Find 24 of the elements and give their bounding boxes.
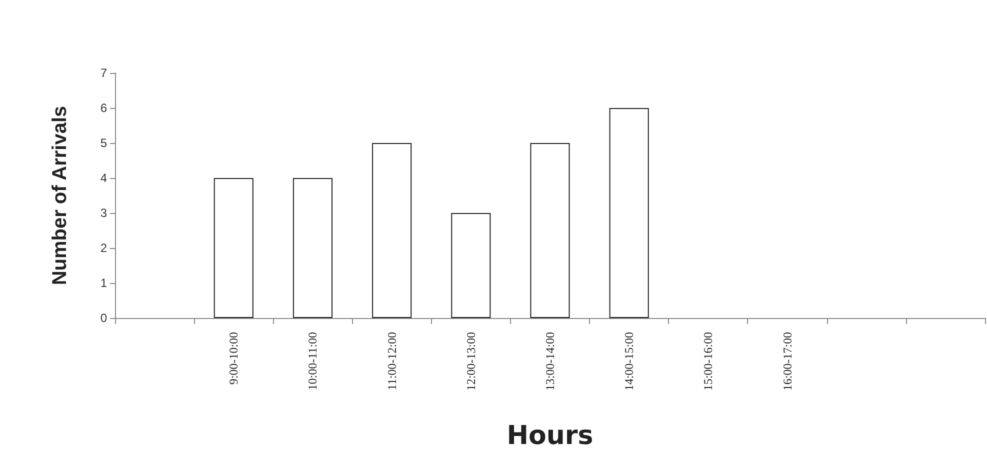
y-tick-label: 2 bbox=[100, 241, 108, 255]
x-tick-label: 15:00-16:00 bbox=[701, 332, 716, 391]
bar bbox=[372, 143, 412, 318]
y-tick-label: 5 bbox=[100, 136, 108, 150]
y-tick-label: 1 bbox=[100, 276, 108, 290]
bar bbox=[609, 108, 649, 318]
y-tick-label: 3 bbox=[100, 206, 108, 220]
y-tick-label: 0 bbox=[100, 311, 108, 325]
y-tick-label: 7 bbox=[100, 66, 108, 80]
x-tick-label: 13:00-14:00 bbox=[543, 332, 557, 391]
bar bbox=[214, 178, 254, 318]
bar bbox=[530, 143, 570, 318]
x-tick-label: 14:00-15:00 bbox=[622, 332, 636, 391]
y-tick-label: 6 bbox=[100, 101, 108, 115]
x-tick-label: 11:00-12:00 bbox=[384, 332, 399, 390]
y-axis-title: Number of Arrivals bbox=[49, 106, 71, 286]
x-axis-title: Hours bbox=[506, 421, 594, 451]
x-tick-label: 9:00-10:00 bbox=[226, 332, 241, 385]
bar bbox=[292, 178, 332, 318]
x-tick-label: 16:00-17:00 bbox=[780, 332, 794, 391]
x-tick-label: 12:00-13:00 bbox=[464, 332, 478, 391]
y-tick-label: 4 bbox=[100, 171, 108, 185]
bar bbox=[451, 213, 491, 318]
x-tick-label: 10:00-11:00 bbox=[306, 332, 320, 390]
